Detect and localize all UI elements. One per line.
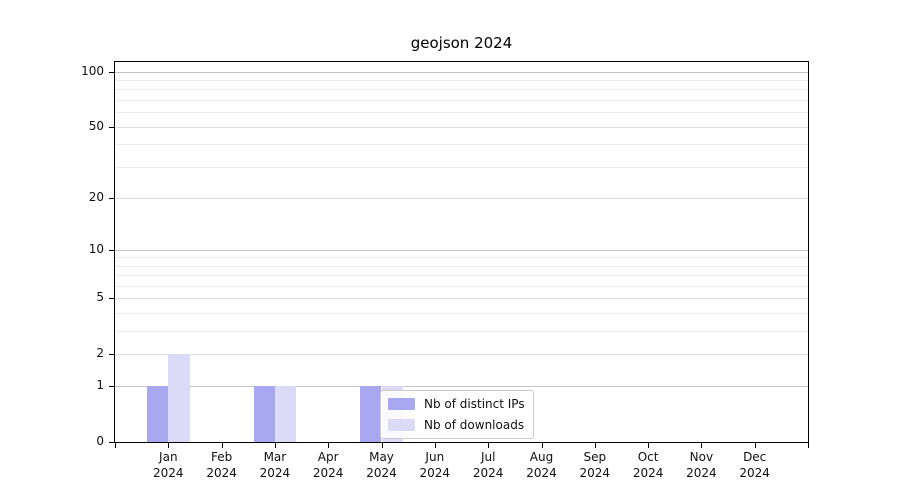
x-tick-mark xyxy=(274,443,276,448)
plot-area: Nb of distinct IPs Nb of downloads xyxy=(109,61,809,448)
x-tick-label: Mar 2024 xyxy=(259,450,291,480)
y-tick-label: 2 xyxy=(96,345,104,360)
gridline-minor xyxy=(115,275,808,277)
gridline-major xyxy=(115,249,808,251)
gridline-minor xyxy=(115,144,808,145)
y-tick-label: 100 xyxy=(81,63,104,78)
bar-downloads xyxy=(168,353,190,442)
x-tick-mark xyxy=(754,443,756,448)
y-tick-label: 5 xyxy=(96,290,104,305)
x-tick-label: Apr 2024 xyxy=(312,450,344,480)
chart-title: geojson 2024 xyxy=(410,34,513,52)
legend-item-distinct-ips: Nb of distinct IPs xyxy=(388,396,525,412)
gridline-major xyxy=(115,298,808,300)
x-tick-label: Aug 2024 xyxy=(526,450,557,480)
x-tick-mark xyxy=(541,443,543,448)
x-tick-mark xyxy=(701,443,703,448)
x-tick-mark xyxy=(808,443,809,448)
x-tick-mark xyxy=(381,443,383,448)
x-tick-label: Nov 2024 xyxy=(686,450,717,480)
gridline-minor xyxy=(115,265,808,267)
legend-swatch-distinct-ips xyxy=(388,398,415,410)
y-tick-mark xyxy=(109,71,115,73)
x-tick-label: Feb 2024 xyxy=(206,450,237,480)
x-tick-mark xyxy=(594,443,596,448)
bar-distinct-ips xyxy=(360,386,382,442)
legend: Nb of distinct IPs Nb of downloads xyxy=(380,390,534,439)
y-tick-mark xyxy=(109,249,115,251)
gridline-major xyxy=(115,353,808,355)
y-tick-label: 50 xyxy=(88,118,104,133)
legend-swatch-downloads xyxy=(388,419,415,431)
legend-item-downloads: Nb of downloads xyxy=(388,417,525,433)
bar-distinct-ips xyxy=(147,386,169,442)
gridline-major xyxy=(115,386,808,388)
x-tick-mark xyxy=(648,443,650,448)
x-tick-mark xyxy=(328,443,330,448)
x-tick-mark xyxy=(115,443,116,448)
bar-distinct-ips xyxy=(253,386,275,442)
gridline-major xyxy=(115,126,808,128)
legend-label-distinct-ips: Nb of distinct IPs xyxy=(424,397,525,411)
gridline-minor xyxy=(115,285,808,287)
y-tick-label: 1 xyxy=(96,378,104,393)
y-tick-label: 0 xyxy=(96,434,104,448)
x-tick-mark xyxy=(488,443,490,448)
x-tick-label: Sep 2024 xyxy=(579,450,611,480)
y-tick-mark xyxy=(109,298,115,300)
y-tick-mark xyxy=(109,126,115,128)
gridline-minor xyxy=(115,166,808,168)
y-tick-label: 10 xyxy=(88,241,104,256)
x-tick-label: Jul 2024 xyxy=(472,450,504,480)
y-axis-labels: 0 1 2 5 10 20 50 100 xyxy=(0,61,104,448)
x-tick-mark xyxy=(221,443,223,448)
gridline-minor xyxy=(115,257,808,259)
y-tick-mark xyxy=(109,197,115,199)
y-tick-mark xyxy=(109,353,115,355)
gridline-minor xyxy=(115,89,808,91)
gridline-minor xyxy=(115,100,808,101)
gridline-minor xyxy=(115,330,808,332)
gridline-major xyxy=(115,197,808,199)
x-tick-label: Jun 2024 xyxy=(419,450,451,480)
gridline-major xyxy=(115,71,808,73)
y-tick-mark xyxy=(109,442,115,443)
gridline-minor xyxy=(115,80,808,82)
bar-downloads xyxy=(274,386,297,442)
gridline-minor xyxy=(115,112,808,114)
gridline-minor xyxy=(115,312,808,314)
x-tick-label: Oct 2024 xyxy=(632,450,664,480)
x-tick-label: Dec 2024 xyxy=(739,450,770,480)
legend-label-downloads: Nb of downloads xyxy=(424,418,525,432)
y-tick-mark xyxy=(109,386,115,388)
x-tick-label: Jan 2024 xyxy=(153,450,184,480)
y-tick-label: 20 xyxy=(88,189,104,204)
x-tick-mark xyxy=(168,443,170,448)
x-tick-mark xyxy=(434,443,436,448)
x-axis-labels: Jan 2024 Feb 2024 Mar 2024 Apr 2024 May 2024 Jun 20… xyxy=(115,450,810,486)
x-tick-label: May 2024 xyxy=(366,450,397,480)
